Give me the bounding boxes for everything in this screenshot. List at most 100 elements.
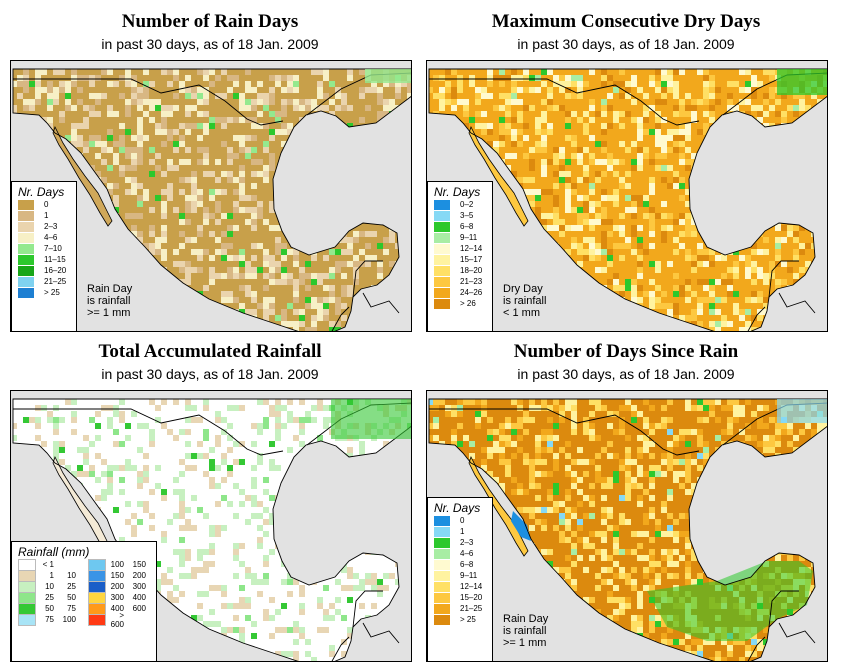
legend-range-high: 200 — [124, 571, 146, 580]
legend-swatch — [18, 614, 36, 626]
panel-title: Total Accumulated Rainfall — [8, 340, 412, 364]
legend-range-high: 400 — [124, 593, 146, 602]
legend-label: 0–2 — [460, 200, 473, 209]
legend-swatch — [18, 277, 34, 287]
legend-label: > 26 — [460, 299, 476, 308]
legend-range-low: 50 — [36, 604, 54, 613]
legend-label: 7–10 — [44, 244, 62, 253]
legend-item: 15–20 — [428, 592, 492, 603]
legend-label: 1 — [460, 527, 464, 536]
legend-swatch — [18, 200, 34, 210]
legend-label: 21–25 — [44, 277, 66, 286]
legend-swatch — [434, 277, 450, 287]
legend-title: Rainfall (mm) — [12, 542, 156, 559]
legend-label: 2–3 — [44, 222, 57, 231]
legend-range-low: 200 — [106, 582, 124, 591]
legend-range-high: 75 — [54, 604, 76, 613]
legend-swatch — [434, 560, 450, 570]
legend-range-high: 600 — [124, 604, 146, 613]
legend-item: 3–5 — [428, 210, 492, 221]
panel-dry-days: Maximum Consecutive Dry Days in past 30 … — [424, 10, 828, 330]
legend-title: Nr. Days — [428, 498, 492, 515]
legend-note: Rain Day is rainfall >= 1 mm — [503, 613, 548, 649]
legend-label: 21–25 — [460, 604, 482, 613]
legend-item: 21–25 — [428, 603, 492, 614]
legend-label: 2–3 — [460, 538, 473, 547]
legend-range-low: 300 — [106, 593, 124, 602]
legend-range-high: 50 — [54, 593, 76, 602]
legend-swatch — [18, 255, 34, 265]
legend-item: 9–11 — [428, 570, 492, 581]
legend-swatch — [434, 266, 450, 276]
legend-item: 2–3 — [428, 537, 492, 548]
panel-subtitle: in past 30 days, as of 18 Jan. 2009 — [8, 365, 412, 383]
legend-item: 4–6 — [12, 232, 76, 243]
legend-range-high: 10 — [54, 571, 76, 580]
legend-label: 16–20 — [44, 266, 66, 275]
panel-title: Maximum Consecutive Dry Days — [424, 10, 828, 34]
legend-range-high: 300 — [124, 582, 146, 591]
legend-item: > 25 — [428, 614, 492, 625]
legend-range-low: 1 — [36, 571, 54, 580]
panel-rainfall: Total Accumulated Rainfall in past 30 da… — [8, 340, 412, 660]
legend-label: 6–8 — [460, 560, 473, 569]
legend-label: 0 — [460, 516, 464, 525]
legend-range-low: 150 — [106, 571, 124, 580]
legend-label: 4–6 — [44, 233, 57, 242]
legend-label: 21–23 — [460, 277, 482, 286]
legend-item: > 26 — [428, 298, 492, 309]
legend-label: 9–11 — [460, 233, 477, 242]
legend-swatch — [434, 233, 450, 243]
legend-item: 16–20 — [12, 265, 76, 276]
panel-title: Number of Rain Days — [8, 10, 412, 34]
legend-swatch — [434, 288, 450, 298]
legend-item: < 1 — [12, 559, 82, 570]
legend-range-low: < 1 — [36, 560, 54, 569]
legend-swatch — [18, 211, 34, 221]
legend-item: 1 — [428, 526, 492, 537]
legend-swatch — [434, 222, 450, 232]
legend-swatch — [434, 244, 450, 254]
legend-swatch — [434, 615, 450, 625]
legend-item: 15–17 — [428, 254, 492, 265]
legend-label: 9–11 — [460, 571, 477, 580]
legend-label: > 25 — [44, 288, 60, 297]
legend-item: 6–8 — [428, 559, 492, 570]
legend-swatch — [88, 614, 106, 626]
legend-label: 0 — [44, 200, 48, 209]
legend-label: > 25 — [460, 615, 476, 624]
legend-item: 12–14 — [428, 243, 492, 254]
legend-item: 1 — [12, 210, 76, 221]
legend-label: 18–20 — [460, 266, 482, 275]
panel-since-rain: Number of Days Since Rain in past 30 day… — [424, 340, 828, 660]
legend-note: Rain Day is rainfall >= 1 mm — [87, 283, 132, 319]
legend-swatch — [434, 593, 450, 603]
legend-swatch — [434, 571, 450, 581]
legend-label: 12–14 — [460, 244, 482, 253]
legend-range-high: 25 — [54, 582, 76, 591]
legend-swatch — [434, 255, 450, 265]
legend-item: 24–26 — [428, 287, 492, 298]
legend-item: 0 — [428, 515, 492, 526]
legend-swatch — [18, 233, 34, 243]
legend-item: 21–23 — [428, 276, 492, 287]
legend-label: 24–26 — [460, 288, 482, 297]
legend-range-low: 10 — [36, 582, 54, 591]
legend-note: Dry Day is rainfall < 1 mm — [503, 283, 546, 319]
legend-swatch — [434, 516, 450, 526]
legend-title: Nr. Days — [428, 182, 492, 199]
legend-item: 0–2 — [428, 199, 492, 210]
